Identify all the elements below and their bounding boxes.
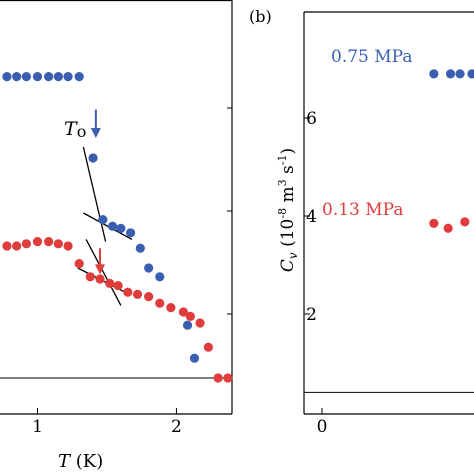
arrow-head xyxy=(95,264,106,275)
to-annotation: To xyxy=(64,118,86,141)
data-point xyxy=(2,241,12,251)
panel-b-label: (b) xyxy=(249,7,272,26)
data-point xyxy=(44,72,54,82)
data-point xyxy=(21,72,31,82)
data-point xyxy=(107,221,118,231)
data-point xyxy=(195,318,205,328)
panel-b-y-axis-label: Cv (10-8 m3 s-1) xyxy=(276,148,300,272)
data-point xyxy=(74,259,84,269)
data-point xyxy=(125,228,136,238)
panel-a-chart: 1 2 To T (K) xyxy=(0,0,233,472)
data-point xyxy=(155,298,165,308)
data-point xyxy=(98,215,108,225)
data-point xyxy=(155,272,165,282)
data-point xyxy=(445,69,456,79)
data-point xyxy=(429,69,439,79)
panel-b-y-tick-label: 6 xyxy=(306,109,317,129)
data-point xyxy=(135,243,145,253)
data-point xyxy=(185,311,195,321)
panel-b-y-tick-label: 2 xyxy=(306,305,317,325)
panel-b-y-tick-label: 4 xyxy=(306,207,317,227)
data-point xyxy=(182,320,193,330)
data-point xyxy=(443,223,453,233)
data-point xyxy=(144,292,154,302)
fit-line xyxy=(85,239,122,306)
data-point xyxy=(32,72,43,82)
data-point xyxy=(95,274,105,284)
panel-a-x-tick-label: 2 xyxy=(171,417,182,437)
data-point xyxy=(105,278,115,288)
data-point xyxy=(2,72,12,82)
data-point xyxy=(21,239,31,249)
panel-b-x-tick-label: 0 xyxy=(317,417,328,437)
data-point xyxy=(44,237,54,247)
data-point xyxy=(12,72,22,82)
series-label-0-75-mpa: 0.75 MPa xyxy=(331,47,412,67)
data-point xyxy=(467,69,474,79)
data-point xyxy=(223,373,233,383)
data-point xyxy=(53,239,63,249)
data-point xyxy=(132,289,143,299)
fit-line xyxy=(82,146,107,242)
data-point xyxy=(455,69,465,79)
data-point xyxy=(203,342,213,352)
data-point xyxy=(63,72,73,82)
data-point xyxy=(113,281,123,291)
data-point xyxy=(144,263,154,273)
panel-b-chart: 2 4 6 0 0.75 MPa 0.13 MPa Cv (10-8 m3 s-1) xyxy=(276,11,474,437)
arrow-head xyxy=(90,128,101,138)
panel-a-x-axis-label: T (K) xyxy=(58,451,103,472)
data-point xyxy=(32,237,43,247)
fit-line xyxy=(83,212,133,240)
data-point xyxy=(12,241,22,251)
data-point xyxy=(53,72,63,82)
data-point xyxy=(74,72,84,82)
data-point xyxy=(85,272,95,282)
data-point xyxy=(63,241,73,251)
data-point xyxy=(460,217,470,227)
data-point xyxy=(189,353,200,363)
data-point xyxy=(166,303,176,313)
series-label-0-13-mpa: 0.13 MPa xyxy=(322,200,403,220)
panel-a-x-tick-label: 1 xyxy=(32,417,43,437)
data-point xyxy=(123,287,133,297)
data-point xyxy=(116,223,126,233)
data-point xyxy=(88,153,98,163)
data-point xyxy=(213,373,223,383)
data-point xyxy=(178,307,188,317)
data-point xyxy=(429,218,439,228)
